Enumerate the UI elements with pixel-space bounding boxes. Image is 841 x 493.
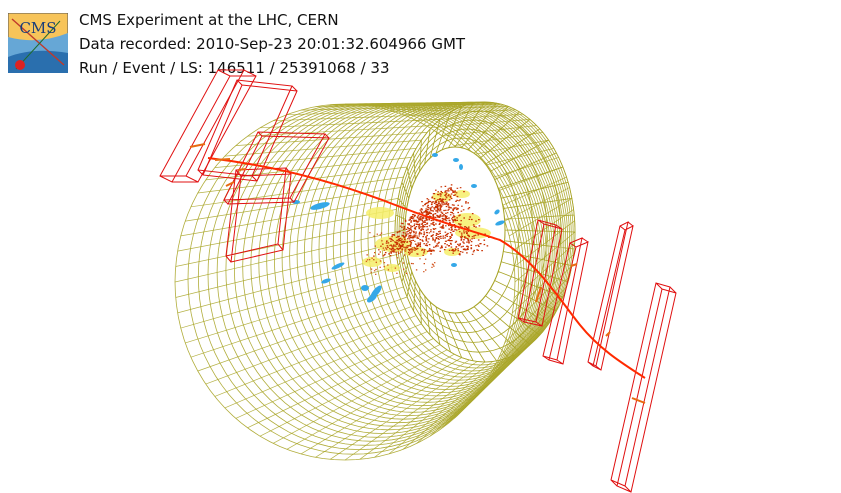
experiment-title: CMS Experiment at the LHC, CERN xyxy=(79,11,339,29)
ecal-deposit xyxy=(366,207,394,219)
detector-barrel-mesh xyxy=(174,101,576,461)
muon-track xyxy=(189,143,646,404)
muon-chamber xyxy=(610,282,677,493)
track-segment xyxy=(237,168,247,171)
track-segment xyxy=(225,181,235,187)
ecal-deposit xyxy=(384,264,400,272)
hcal-deposit xyxy=(459,164,463,170)
hcal-deposit xyxy=(471,184,477,188)
muon-chamber xyxy=(517,219,563,327)
data-recorded-text: Data recorded: 2010-Sep-23 20:01:32.6049… xyxy=(79,35,466,53)
barrel-rings xyxy=(174,101,576,461)
hcal-deposit xyxy=(361,285,369,291)
track-segment xyxy=(214,158,231,161)
track-segment xyxy=(535,286,542,303)
hcal-deposit xyxy=(310,202,330,210)
track-segment xyxy=(631,397,646,404)
muon-chamber xyxy=(159,69,257,183)
muon-chamber xyxy=(542,237,589,365)
muon-track-line xyxy=(207,157,646,379)
muon-chamber xyxy=(587,221,634,371)
muon-chamber xyxy=(223,131,330,205)
hcal-deposit xyxy=(321,278,331,284)
event-info: CMS Experiment at the LHC, CERN Data rec… xyxy=(79,8,465,80)
hcal-deposit xyxy=(331,262,345,270)
hcal-deposit xyxy=(367,293,377,303)
muon-chamber xyxy=(197,79,298,182)
track-segment xyxy=(570,263,578,267)
cms-logo-text: CMS xyxy=(19,19,56,37)
ecal-deposit xyxy=(455,227,491,239)
track-segment xyxy=(605,331,611,337)
hcal-deposit xyxy=(453,158,459,162)
hcal-deposit xyxy=(494,209,500,215)
run-event-text: Run / Event / LS: 146511 / 25391068 / 33 xyxy=(79,59,390,77)
hcal-deposit xyxy=(495,220,505,226)
hcal-deposit xyxy=(451,263,457,267)
track-segment xyxy=(189,143,206,148)
hcal-deposit xyxy=(432,153,438,157)
tracker-hit-cloud xyxy=(373,184,490,257)
ecal-deposit xyxy=(454,190,470,198)
tracker-hits xyxy=(365,184,490,275)
cms-logo: CMS xyxy=(8,13,68,73)
muon-chamber xyxy=(225,167,292,263)
muon-chambers xyxy=(159,69,677,493)
